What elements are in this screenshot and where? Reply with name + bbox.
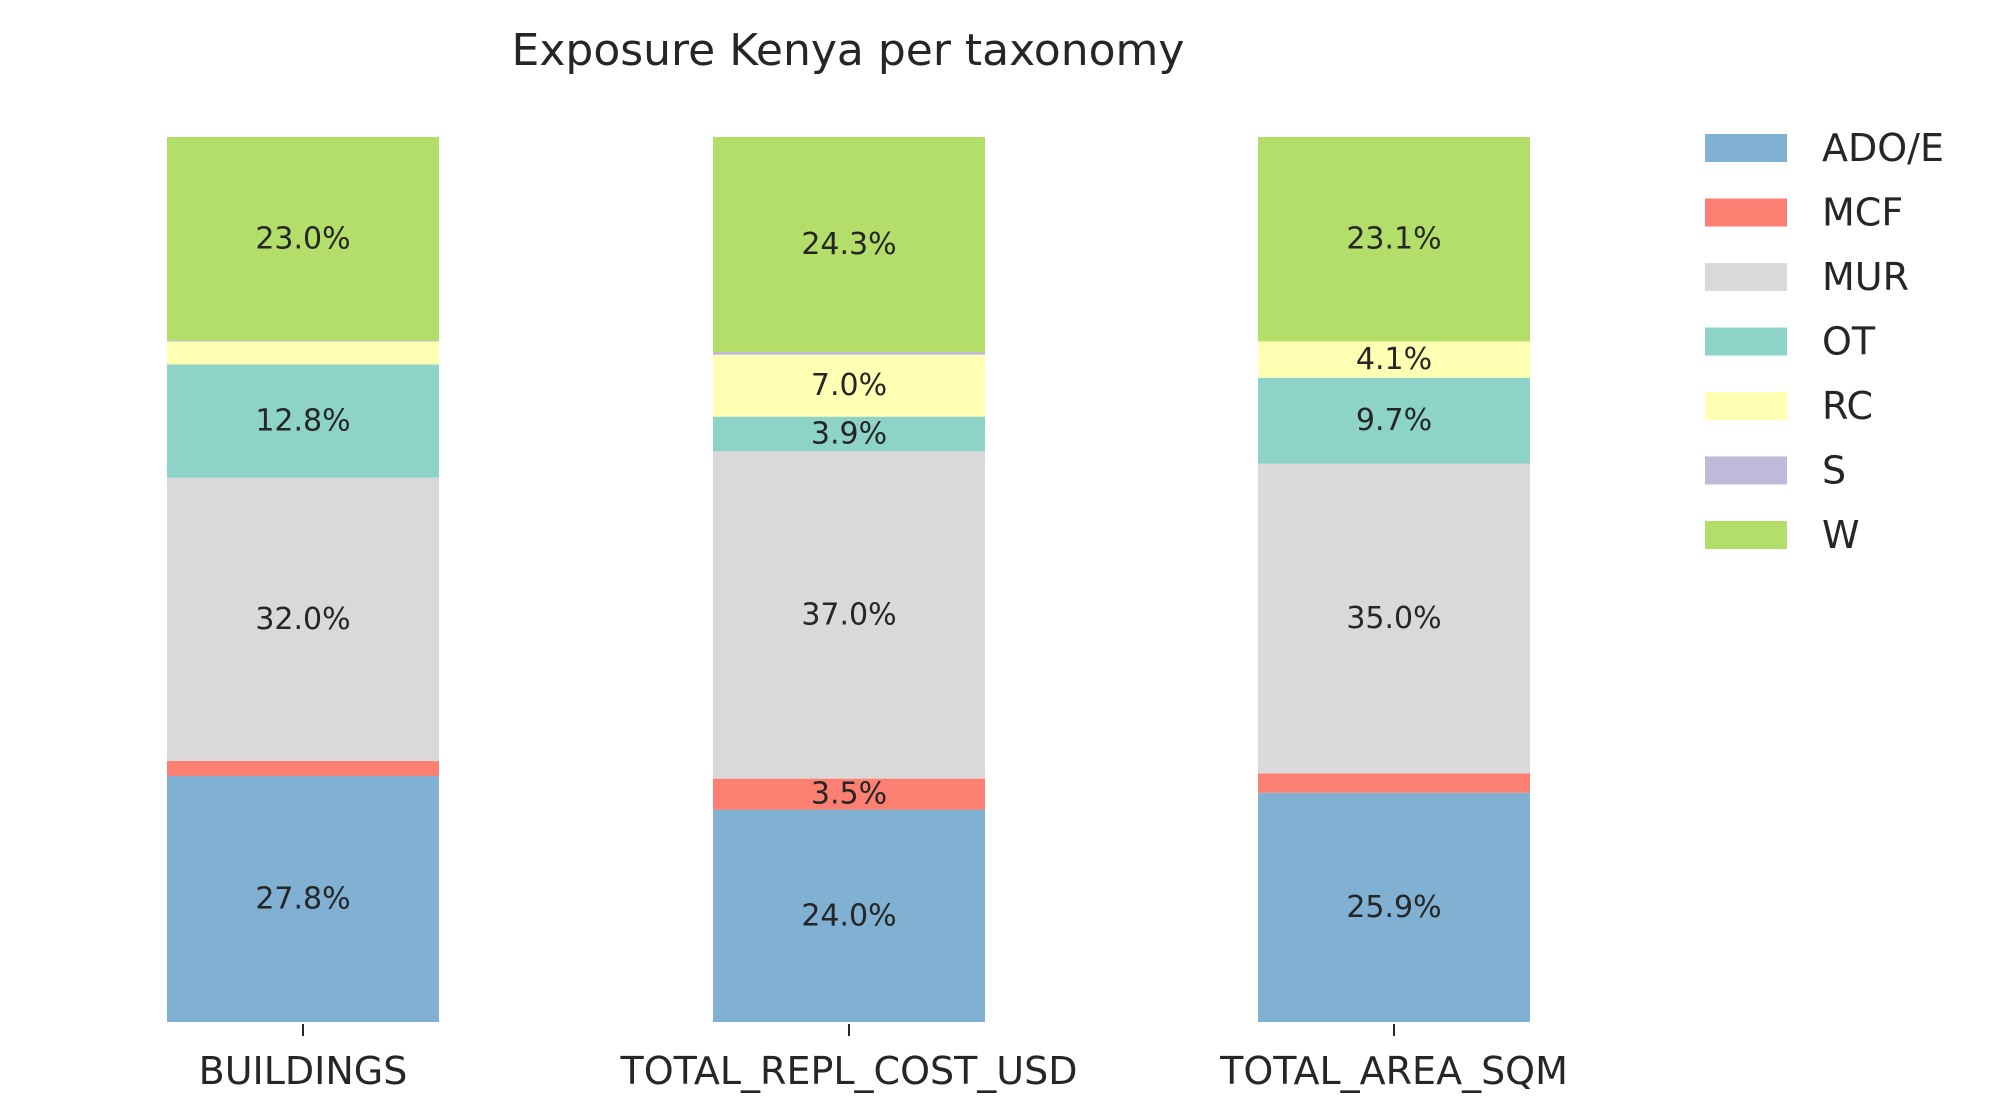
bar-segment-total-area-sqm-mcf	[1258, 773, 1530, 793]
bar-segment-total-repl-cost-usd-rc	[713, 354, 985, 417]
bar-segment-buildings-s	[167, 340, 439, 342]
legend-label-mur: MUR	[1822, 255, 1909, 299]
chart-title: Exposure Kenya per taxonomy	[512, 25, 1185, 76]
bar-segment-total-repl-cost-usd-s	[713, 352, 985, 355]
segment-label-total-repl-cost-usd-w: 24.3%	[801, 227, 896, 262]
legend-swatch-w	[1705, 521, 1787, 549]
x-tick-label-buildings: BUILDINGS	[199, 1049, 408, 1093]
legend-label-rc: RC	[1822, 384, 1873, 428]
legend-swatch-s	[1705, 456, 1787, 485]
segment-label-total-area-sqm-rc: 4.1%	[1356, 342, 1432, 377]
bar-segment-buildings-mcf	[167, 760, 439, 776]
segment-label-buildings-mur: 32.0%	[255, 602, 350, 637]
bar-segment-buildings-w	[167, 137, 439, 341]
segment-label-total-repl-cost-usd-mcf: 3.5%	[811, 777, 887, 812]
segment-label-total-repl-cost-usd-rc: 7.0%	[811, 368, 887, 403]
legend-swatch-ot	[1705, 327, 1787, 356]
bar-segment-total-repl-cost-usd-mur	[713, 451, 985, 779]
segment-label-buildings-ado-e: 27.8%	[255, 881, 350, 916]
legend: ADO/E MCF MUR OT RC SW	[1705, 126, 1944, 557]
segment-label-buildings-w: 23.0%	[255, 221, 350, 256]
bar-segment-buildings-rc	[167, 341, 439, 365]
legend-label-mcf: MCF	[1822, 191, 1903, 235]
x-axis: BUILDINGS TOTAL_REPL_COST_USD TOTAL_AREA_S…	[199, 1024, 1568, 1093]
segment-label-buildings-ot: 12.8%	[255, 404, 350, 439]
legend-swatch-mcf	[1705, 198, 1787, 227]
x-tick-label-total-repl-cost-usd: TOTAL_REPL_COST_USD	[619, 1049, 1077, 1093]
legend-swatch-rc	[1705, 392, 1787, 420]
bar-segment-total-repl-cost-usd-ado-e	[713, 809, 985, 1022]
bar-segment-buildings-ado-e	[167, 775, 439, 1022]
bar-segment-total-area-sqm-mur	[1258, 463, 1530, 774]
legend-label-s: S	[1822, 449, 1846, 493]
bar-segment-total-repl-cost-usd-w	[713, 137, 985, 353]
segment-label-total-repl-cost-usd-ado-e: 24.0%	[801, 898, 896, 933]
segment-label-total-area-sqm-ot: 9.7%	[1356, 403, 1432, 438]
segment-label-total-repl-cost-usd-ot: 3.9%	[811, 416, 887, 451]
segment-label-total-area-sqm-mur: 35.0%	[1346, 601, 1441, 636]
segment-labels-layer: 27.8% 32.0% 12.8% 23.0% 24.0% 3.5% 37.0% 3.9% 7.…	[255, 221, 1441, 933]
bar-segment-total-area-sqm-ot	[1258, 377, 1530, 464]
x-tick-label-total-area-sqm: TOTAL_AREA_SQM	[1219, 1049, 1568, 1093]
bar-segment-total-area-sqm-rc	[1258, 341, 1530, 378]
bars-layer	[167, 137, 1530, 1022]
bar-segment-total-area-sqm-ado-e	[1258, 792, 1530, 1022]
bar-segment-total-area-sqm-w	[1258, 137, 1530, 342]
legend-swatch-mur	[1705, 263, 1787, 291]
bar-segment-total-repl-cost-usd-ot	[713, 416, 985, 452]
bar-segment-total-repl-cost-usd-mcf	[713, 778, 985, 810]
segment-label-total-repl-cost-usd-mur: 37.0%	[801, 597, 896, 632]
bar-segment-buildings-ot	[167, 364, 439, 478]
bar-segment-buildings-mur	[167, 477, 439, 761]
legend-label-ado-e: ADO/E	[1822, 126, 1944, 170]
segment-label-total-area-sqm-ado-e: 25.9%	[1346, 890, 1441, 925]
legend-label-ot: OT	[1822, 320, 1876, 364]
legend-label-w: W	[1822, 513, 1860, 557]
segment-label-total-area-sqm-w: 23.1%	[1346, 222, 1441, 257]
legend-swatch-ado-e	[1705, 134, 1787, 162]
